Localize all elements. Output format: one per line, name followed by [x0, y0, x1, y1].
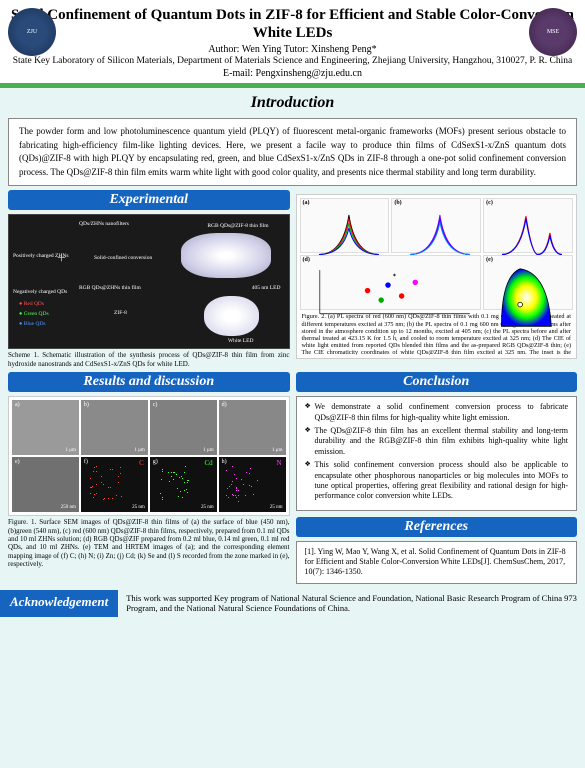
scale-bar: 25 nm: [201, 505, 214, 510]
label-rgb-film: RGB QDs@ZHNs thin film: [79, 285, 141, 291]
scale-bar: 1 μm: [134, 448, 144, 453]
scheme1-caption: Scheme 1. Schematic illustration of the …: [8, 351, 290, 368]
reference-item: [1]. Ying W, Mao Y, Wang X, et al. Solid…: [305, 547, 569, 578]
results-column: Results and discussion a) 1 μm b) 1 μm c) 1 μ…: [8, 372, 290, 584]
conclusion-column: Conclusion We demonstrate a solid confin…: [296, 372, 578, 584]
figure2-column: (a) (b) (c): [296, 190, 578, 368]
label-white-led: White LED: [228, 338, 254, 344]
bottom-row: Results and discussion a) 1 μm b) 1 μm c) 1 μ…: [0, 372, 585, 584]
cie-diagram-icon: [489, 261, 567, 339]
cell-tag: b): [84, 402, 89, 408]
cell-tag: a): [15, 402, 20, 408]
university-logo-left: ZJU: [8, 8, 56, 56]
references-heading: References: [296, 517, 578, 537]
figure1-caption: Figure. 1. Surface SEM images of QDs@ZIF…: [8, 518, 290, 568]
scale-bar: 1 μm: [272, 448, 282, 453]
scale-bar: 25 nm: [132, 505, 145, 510]
label-green-qd: ● Green QDs: [19, 311, 49, 317]
affiliation: State Key Laboratory of Silicon Material…: [10, 56, 575, 67]
conclusion-list: We demonstrate a solid confinement conve…: [305, 402, 569, 502]
scale-bar: 1 μm: [203, 448, 213, 453]
author-line: Author: Wen Ying Tutor: Xinsheng Peng*: [10, 44, 575, 55]
plus-icon: +: [57, 250, 66, 268]
label-zif: ZIF-8: [114, 310, 127, 316]
cell-tag: h): [222, 459, 227, 465]
label-blue-qd: ● Blue QDs: [19, 321, 46, 327]
sem-cell: e) 250 nm: [12, 457, 79, 512]
spectra-b-icon: [404, 209, 476, 257]
sem-cell: f) C 25 nm: [81, 457, 148, 512]
sem-cell: h) N 25 nm: [219, 457, 286, 512]
references-box: [1]. Ying W, Mao Y, Wang X, et al. Solid…: [296, 541, 578, 584]
middle-row: Experimental Positively charged ZHNs Neg…: [0, 190, 585, 368]
product-blob: [181, 233, 271, 278]
cell-tag: f): [84, 459, 88, 465]
scale-bar: 250 nm: [61, 505, 76, 510]
element-label: Cd: [204, 459, 212, 467]
sem-cell: b) 1 μm: [81, 400, 148, 455]
contact-email: E-mail: Pengxinsheng@zju.edu.cn: [10, 68, 575, 79]
label-led: 405 nm LED: [252, 285, 281, 291]
label-nanofilters: QDs/ZHNs nanofilters: [79, 221, 129, 227]
cell-tag: g): [153, 459, 158, 465]
label-conversion: Solid-confined conversion: [94, 255, 152, 261]
svg-text:✶: ✶: [392, 273, 397, 279]
sem-cell: a) 1 μm: [12, 400, 79, 455]
spectra-a-icon: [313, 209, 385, 257]
figure1-grid: a) 1 μm b) 1 μm c) 1 μm d) 1 μm e) 250 nm f) C 25 nm…: [8, 396, 290, 516]
divider-bar: [0, 83, 585, 88]
acknowledgement-text: This work was supported Key program of N…: [118, 590, 585, 617]
subplot-a: (a): [300, 198, 390, 253]
acknowledgement-label: Acknowledgement: [0, 590, 118, 617]
conclusion-bullet: This solid confinement conversion proces…: [305, 460, 569, 502]
results-heading: Results and discussion: [8, 372, 290, 392]
acknowledgement-footer: Acknowledgement This work was supported …: [0, 590, 585, 617]
scheme1-figure: Positively charged ZHNs Negatively charg…: [8, 214, 290, 349]
label-red-qd: ● Red QDs: [19, 301, 44, 307]
conclusion-bullet: The QDs@ZIF-8 thin film has an excellent…: [305, 426, 569, 457]
cell-tag: c): [153, 402, 158, 408]
subplot-c: (c): [483, 198, 573, 253]
subplot-b: (b): [391, 198, 481, 253]
figure2-panel: (a) (b) (c): [296, 194, 578, 359]
sem-cell: d) 1 μm: [219, 400, 286, 455]
conclusion-heading: Conclusion: [296, 372, 578, 392]
experimental-heading: Experimental: [8, 190, 290, 210]
white-led-glow: [204, 296, 259, 336]
label-neg-qds: Negatively charged QDs: [13, 289, 67, 295]
sem-cell: c) 1 μm: [150, 400, 217, 455]
conclusion-box: We demonstrate a solid confinement conve…: [296, 396, 578, 511]
sem-cell: g) Cd 25 nm: [150, 457, 217, 512]
conclusion-bullet: We demonstrate a solid confinement conve…: [305, 402, 569, 423]
label-product: RGB QDs@ZIF-8 thin film: [207, 223, 268, 229]
element-label: C: [139, 459, 144, 467]
subplot-e: (e): [483, 255, 573, 310]
scatter-d-icon: ✶: [313, 266, 477, 321]
cell-tag: d): [222, 402, 227, 408]
subplot-d: (d) ✶: [300, 255, 482, 310]
introduction-heading: Introduction: [0, 92, 585, 114]
poster-title: Solid Confinement of Quantum Dots in ZIF…: [10, 6, 575, 42]
scale-bar: 25 nm: [270, 505, 283, 510]
element-label: N: [276, 459, 281, 467]
scale-bar: 1 μm: [66, 448, 76, 453]
experimental-column: Experimental Positively charged ZHNs Neg…: [8, 190, 290, 368]
cell-tag: e): [15, 459, 20, 465]
spectra-c-icon: [496, 209, 568, 257]
poster-header: ZJU MSE Solid Confinement of Quantum Dot…: [0, 0, 585, 83]
department-logo-right: MSE: [529, 8, 577, 56]
introduction-text: The powder form and low photoluminescenc…: [8, 118, 577, 186]
